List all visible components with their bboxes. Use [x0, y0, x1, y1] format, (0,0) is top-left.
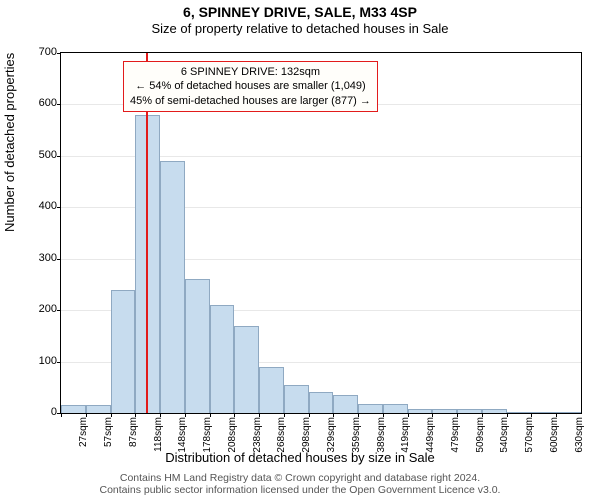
histogram-bar	[482, 409, 507, 413]
xtick-label: 359sqm	[351, 417, 362, 457]
xtick-label: 449sqm	[425, 417, 436, 457]
histogram-bar	[61, 405, 86, 413]
histogram-bar	[408, 409, 433, 413]
xtick-label: 238sqm	[252, 417, 263, 457]
xtick-label: 298sqm	[301, 417, 312, 457]
ytick-label: 700	[27, 46, 57, 58]
histogram-bar	[457, 409, 482, 413]
ytick-label: 100	[27, 355, 57, 367]
histogram-bar	[259, 367, 284, 413]
ytick-mark	[57, 362, 61, 363]
xtick-label: 600sqm	[549, 417, 560, 457]
footer: Contains HM Land Registry data © Crown c…	[0, 472, 600, 497]
histogram-bar	[309, 392, 334, 413]
xtick-label: 329sqm	[326, 417, 337, 457]
ytick-label: 200	[27, 303, 57, 315]
histogram-bar	[556, 412, 581, 413]
ytick-mark	[57, 53, 61, 54]
ytick-label: 0	[27, 406, 57, 418]
ytick-mark	[57, 207, 61, 208]
y-axis-label: Number of detached properties	[2, 53, 17, 232]
annotation-line-1: 6 SPINNEY DRIVE: 132sqm	[130, 65, 371, 79]
ytick-mark	[57, 104, 61, 105]
annotation-line-2: ← 54% of detached houses are smaller (1,…	[130, 79, 371, 93]
annotation-box: 6 SPINNEY DRIVE: 132sqm ← 54% of detache…	[123, 61, 378, 112]
ytick-label: 600	[27, 97, 57, 109]
footer-line-2: Contains public sector information licen…	[0, 484, 600, 497]
chart-title-1: 6, SPINNEY DRIVE, SALE, M33 4SP	[0, 4, 600, 20]
annotation-line-3: 45% of semi-detached houses are larger (…	[130, 94, 371, 108]
histogram-bar	[284, 385, 309, 413]
histogram-bar	[210, 305, 235, 413]
histogram-bar	[432, 409, 457, 413]
chart-titles: 6, SPINNEY DRIVE, SALE, M33 4SP Size of …	[0, 4, 600, 36]
xtick-mark	[61, 413, 62, 417]
ytick-label: 300	[27, 252, 57, 264]
xtick-label: 118sqm	[153, 417, 164, 457]
histogram-bar	[234, 326, 259, 413]
xtick-label: 540sqm	[499, 417, 510, 457]
histogram-bar	[358, 404, 383, 413]
xtick-label: 268sqm	[276, 417, 287, 457]
histogram-bar	[333, 395, 358, 413]
histogram-bar	[111, 290, 136, 413]
xtick-label: 87sqm	[128, 417, 139, 457]
histogram-bar	[507, 412, 532, 413]
xtick-label: 178sqm	[202, 417, 213, 457]
xtick-label: 509sqm	[475, 417, 486, 457]
xtick-label: 208sqm	[227, 417, 238, 457]
footer-line-1: Contains HM Land Registry data © Crown c…	[0, 472, 600, 485]
chart-title-2: Size of property relative to detached ho…	[0, 21, 600, 36]
ytick-mark	[57, 156, 61, 157]
xtick-label: 27sqm	[78, 417, 89, 457]
xtick-label: 630sqm	[574, 417, 585, 457]
x-axis-label: Distribution of detached houses by size …	[0, 450, 600, 465]
xtick-label: 389sqm	[376, 417, 387, 457]
xtick-label: 148sqm	[177, 417, 188, 457]
histogram-bar	[86, 405, 111, 413]
xtick-label: 419sqm	[400, 417, 411, 457]
ytick-label: 400	[27, 200, 57, 212]
ytick-mark	[57, 259, 61, 260]
histogram-bar	[185, 279, 210, 413]
plot-area: 6 SPINNEY DRIVE: 132sqm ← 54% of detache…	[60, 52, 582, 414]
histogram-bar	[383, 404, 408, 413]
histogram-bar	[531, 412, 556, 413]
ytick-label: 500	[27, 149, 57, 161]
xtick-label: 479sqm	[450, 417, 461, 457]
xtick-label: 570sqm	[524, 417, 535, 457]
xtick-label: 57sqm	[103, 417, 114, 457]
histogram-bar	[160, 161, 185, 413]
ytick-mark	[57, 310, 61, 311]
